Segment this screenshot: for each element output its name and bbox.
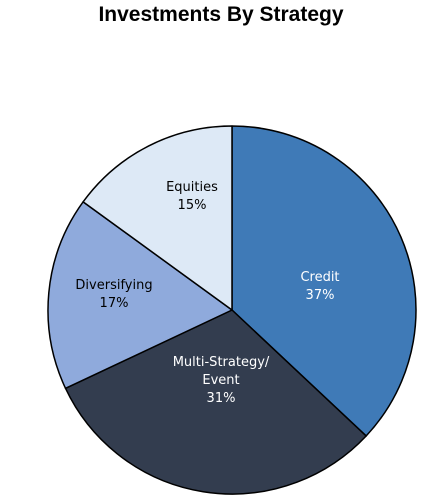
slice-category-text: Credit: [300, 270, 339, 285]
slice-label-diversifying: Diversifying 17%: [75, 278, 152, 311]
slice-percent-text: 37%: [306, 288, 335, 303]
slice-label-multi-strategy-event: Multi-Strategy/Event 31%: [173, 355, 270, 406]
slice-label-equities: Equities 15%: [166, 180, 218, 213]
pie-slice-credit: [231, 125, 417, 437]
slice-label-credit: Credit 37%: [300, 270, 339, 303]
slice-percent-text: 17%: [100, 296, 129, 311]
slice-percent-text: 15%: [178, 198, 207, 213]
pie-slices: [47, 125, 417, 495]
pie-slice-multi-strategy-event: [64, 309, 367, 495]
chart-title: Investments By Strategy: [98, 3, 344, 26]
slice-category-text: Multi-Strategy/: [173, 355, 270, 370]
pie-slice-diversifying: [47, 201, 233, 390]
pie-slice-equities: [82, 125, 233, 311]
pie-slice-labels: Credit 37% Multi-Strategy/Event 31% Diversif…: [75, 180, 339, 406]
slice-category-text: Diversifying: [75, 278, 152, 293]
slice-category-text: Event: [202, 373, 239, 388]
slice-percent-text: 31%: [207, 391, 236, 406]
slice-category-text: Equities: [166, 180, 218, 195]
